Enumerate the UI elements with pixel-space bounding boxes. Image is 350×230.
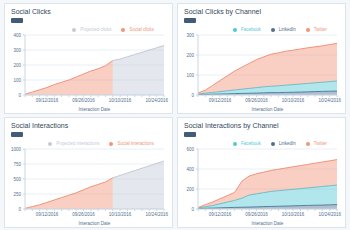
- html-text:Projected interactions: Projected interactions: [56, 141, 100, 146]
- svg-text:09/26/2016: 09/26/2016: [72, 98, 95, 103]
- svg-text:750: 750: [13, 162, 21, 167]
- html-text:Social Clicks by Channel: Social Clicks by Channel: [184, 8, 261, 15]
- svg-text:09/26/2016: 09/26/2016: [245, 212, 268, 217]
- svg-text:09/12/2016: 09/12/2016: [209, 98, 232, 103]
- svg-text:09/26/2016: 09/26/2016: [72, 212, 95, 217]
- svg-text:10/24/2016: 10/24/2016: [145, 212, 168, 217]
- svg-text:200: 200: [186, 187, 194, 192]
- svg-text:Interaction Date: Interaction Date: [79, 221, 111, 225]
- svg-text:400: 400: [186, 167, 194, 172]
- svg-text:200: 200: [186, 53, 194, 58]
- html-text:Social interactions: Social interactions: [117, 141, 154, 146]
- svg-text:300: 300: [186, 33, 194, 38]
- svg-text:10/10/2016: 10/10/2016: [109, 98, 132, 103]
- svg-text:1000: 1000: [11, 147, 22, 152]
- html-text:Projected clicks: Projected clicks: [80, 27, 112, 32]
- svg-text:400: 400: [13, 33, 21, 38]
- html-text:Social Interactions by Channel: Social Interactions by Channel: [184, 122, 279, 129]
- svg-text:10/10/2016: 10/10/2016: [109, 212, 132, 217]
- html-text:LinkedIn: LinkedIn: [278, 141, 296, 146]
- svg-text:0: 0: [18, 207, 21, 212]
- html-text:Social Interactions: Social Interactions: [11, 122, 69, 129]
- svg-text:250: 250: [13, 192, 21, 197]
- svg-text:10/24/2016: 10/24/2016: [318, 98, 341, 103]
- html-text:Facebook: Facebook: [241, 27, 261, 32]
- svg-text:10/10/2016: 10/10/2016: [282, 212, 305, 217]
- svg-text:0: 0: [18, 93, 21, 98]
- html-text:Social Clicks: Social Clicks: [11, 8, 51, 15]
- svg-text:10/24/2016: 10/24/2016: [318, 212, 341, 217]
- svg-text:300: 300: [13, 48, 21, 53]
- svg-text:10/10/2016: 10/10/2016: [282, 98, 305, 103]
- svg-text:200: 200: [13, 63, 21, 68]
- html-text:Twitter: Twitter: [313, 141, 327, 146]
- svg-text:600: 600: [186, 147, 194, 152]
- html-text:Facebook: Facebook: [241, 141, 261, 146]
- svg-text:500: 500: [13, 177, 21, 182]
- svg-text:100: 100: [186, 73, 194, 78]
- svg-text:0: 0: [191, 93, 194, 98]
- svg-text:Interaction Date: Interaction Date: [79, 107, 111, 111]
- html-text:Social clicks: Social clicks: [129, 27, 154, 32]
- svg-text:Interaction Date: Interaction Date: [252, 107, 284, 111]
- svg-text:100: 100: [13, 78, 21, 83]
- svg-text:09/26/2016: 09/26/2016: [245, 98, 268, 103]
- svg-text:Interaction Date: Interaction Date: [252, 221, 284, 225]
- svg-text:09/12/2016: 09/12/2016: [36, 98, 59, 103]
- svg-text:09/12/2016: 09/12/2016: [36, 212, 59, 217]
- svg-text:09/12/2016: 09/12/2016: [209, 212, 232, 217]
- svg-text:0: 0: [191, 207, 194, 212]
- html-text:Twitter: Twitter: [313, 27, 327, 32]
- html-text:LinkedIn: LinkedIn: [278, 27, 296, 32]
- svg-text:10/24/2016: 10/24/2016: [145, 98, 168, 103]
